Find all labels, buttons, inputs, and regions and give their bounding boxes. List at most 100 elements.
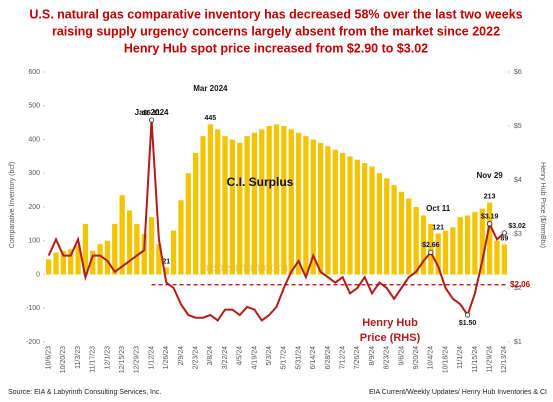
bar bbox=[170, 230, 177, 275]
data-label: $1.50 bbox=[459, 320, 477, 327]
marker bbox=[428, 249, 434, 255]
y-tick-label: 600 bbox=[28, 69, 40, 76]
bar bbox=[193, 153, 199, 275]
title-line: U.S. natural gas comparative inventory h… bbox=[29, 7, 522, 21]
bar bbox=[369, 166, 375, 275]
bar bbox=[134, 223, 140, 275]
bar bbox=[332, 149, 338, 275]
source: Source: EIA & Labyrinth Consulting Servi… bbox=[8, 389, 161, 396]
x-tick-label: 12/1/23 bbox=[104, 346, 111, 369]
bar bbox=[391, 185, 397, 275]
y2-axis-title: Henry Hub Price ($/mmBtu) bbox=[539, 162, 546, 248]
bar bbox=[90, 250, 96, 275]
bar bbox=[435, 233, 441, 275]
bar bbox=[339, 153, 346, 275]
x-tick-label: 11/29/24 bbox=[486, 346, 493, 373]
x-tick-label: 8/9/24 bbox=[369, 346, 376, 366]
bar bbox=[97, 244, 103, 275]
bar bbox=[119, 195, 125, 275]
y2-tick-label: $6 bbox=[514, 69, 522, 76]
bar bbox=[303, 136, 309, 275]
x-tick-label: 4/5/24 bbox=[237, 346, 244, 366]
data-label: $5.11 bbox=[143, 110, 160, 117]
bar bbox=[244, 136, 250, 275]
y-tick-label: -200 bbox=[26, 339, 40, 346]
bar bbox=[479, 208, 485, 275]
bar bbox=[428, 223, 434, 275]
data-label: 213 bbox=[484, 193, 496, 200]
annotation: Nov 29 bbox=[477, 171, 504, 180]
y2-tick-label: $1 bbox=[514, 339, 522, 346]
x-tick-label: 5/31/24 bbox=[295, 346, 302, 369]
x-tick-label: 9/20/24 bbox=[413, 346, 420, 369]
y-tick-label: -100 bbox=[26, 305, 40, 312]
annotation: Price (RHS) bbox=[360, 332, 421, 344]
bar bbox=[266, 126, 272, 275]
x-tick-label: 5/17/24 bbox=[281, 346, 288, 369]
marker bbox=[148, 117, 155, 123]
bar bbox=[347, 156, 353, 275]
x-tick-label: 11/3/23 bbox=[75, 346, 82, 369]
bar bbox=[104, 240, 111, 275]
bar bbox=[229, 139, 236, 275]
x-tick-label: 6/14/24 bbox=[310, 346, 317, 369]
bar bbox=[75, 245, 81, 275]
price-line bbox=[47, 119, 505, 322]
data-label: $2.66 bbox=[422, 242, 440, 249]
bar bbox=[68, 249, 74, 275]
bar bbox=[163, 267, 169, 275]
x-tick-label: 11/1/24 bbox=[457, 346, 464, 369]
bar bbox=[126, 210, 133, 275]
bar bbox=[457, 217, 463, 275]
bar bbox=[141, 234, 147, 275]
annotation: Henry Hub bbox=[362, 317, 418, 329]
y-tick-label: 300 bbox=[28, 170, 40, 177]
bar bbox=[273, 124, 280, 275]
bar bbox=[362, 163, 368, 275]
bar bbox=[215, 129, 221, 275]
data-label: 89 bbox=[500, 235, 508, 242]
bar bbox=[281, 126, 287, 275]
x-tick-label: 10/20/23 bbox=[60, 346, 67, 373]
bar bbox=[148, 217, 155, 275]
y-tick-label: 500 bbox=[28, 103, 40, 110]
bar bbox=[310, 139, 316, 275]
bar bbox=[60, 250, 67, 275]
x-tick-label: 2/23/24 bbox=[193, 346, 200, 369]
x-tick-label: 3/22/24 bbox=[222, 346, 229, 369]
x-tick-label: 3/8/24 bbox=[207, 346, 214, 366]
bar bbox=[207, 124, 214, 275]
y-tick-label: 0 bbox=[36, 271, 40, 278]
source: EIA Current/Weekly Updates/ Henry Hub In… bbox=[369, 389, 547, 396]
x-tick-label: 6/28/24 bbox=[325, 346, 332, 369]
x-tick-label: 5/3/24 bbox=[266, 346, 273, 366]
bar bbox=[325, 146, 331, 275]
x-tick-label: 1/26/24 bbox=[163, 346, 170, 369]
bar bbox=[295, 132, 302, 275]
y2-tick-label: $5 bbox=[514, 123, 522, 130]
bar bbox=[200, 136, 206, 275]
bar bbox=[53, 252, 59, 275]
marker bbox=[487, 221, 493, 227]
bar bbox=[384, 178, 390, 275]
bar bbox=[259, 129, 265, 275]
bar bbox=[222, 136, 228, 275]
bar bbox=[237, 142, 243, 275]
bar bbox=[82, 223, 89, 275]
x-tick-label: 11/15/24 bbox=[472, 346, 479, 373]
bar bbox=[486, 202, 493, 275]
bar bbox=[46, 259, 52, 275]
title-line: raising supply urgency concerns largely … bbox=[52, 24, 500, 38]
data-label: 445 bbox=[205, 115, 217, 122]
x-tick-label: 2/9/24 bbox=[178, 346, 185, 366]
y2-tick-label: $4 bbox=[514, 177, 522, 184]
bar bbox=[501, 244, 507, 275]
title-line: Henry Hub spot price increased from $2.9… bbox=[124, 41, 428, 55]
bar bbox=[112, 223, 118, 275]
bar bbox=[464, 215, 471, 275]
x-tick-label: 4/19/24 bbox=[251, 346, 258, 369]
bar bbox=[354, 159, 360, 275]
bar bbox=[450, 227, 456, 275]
bar bbox=[288, 129, 294, 275]
